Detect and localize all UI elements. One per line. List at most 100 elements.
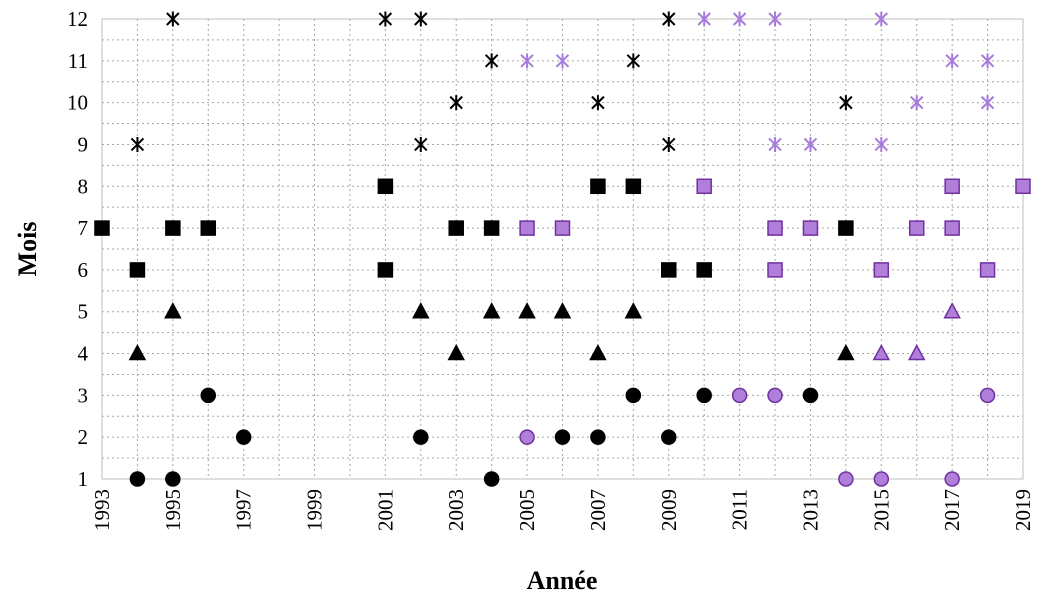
data-point-black-star — [662, 136, 676, 152]
x-axis-ticks: 1993 1995 1997 1999 2001 2003 2005 2007 2009 2011… — [90, 489, 1035, 531]
data-point-black-square — [661, 262, 677, 278]
data-point-black-star — [378, 11, 393, 27]
y-tick-label: 9 — [78, 132, 89, 156]
data-point-purple-circle — [767, 387, 783, 404]
data-point-purple-square — [767, 262, 783, 278]
data-point-purple-star — [874, 136, 889, 152]
x-tick-label: 1993 — [90, 489, 114, 531]
data-point-black-triangle — [553, 302, 572, 319]
y-tick-label: 3 — [78, 383, 89, 407]
data-point-purple-square — [519, 220, 535, 236]
y-tick-label: 5 — [78, 300, 89, 324]
x-tick-label: 2009 — [657, 489, 681, 531]
y-tick-label: 10 — [67, 91, 88, 115]
data-point-black-star — [662, 11, 676, 27]
data-point-black-square — [483, 220, 500, 236]
x-axis-title: Année — [527, 566, 598, 595]
data-point-purple-star — [768, 136, 782, 152]
data-point-black-star — [414, 136, 428, 152]
data-point-black-circle — [129, 471, 146, 487]
data-point-purple-square — [944, 178, 960, 195]
data-point-black-circle — [413, 429, 429, 445]
data-point-black-star — [449, 95, 463, 111]
data-point-black-triangle — [624, 302, 643, 319]
data-point-purple-square — [554, 220, 571, 236]
x-tick-label: 1997 — [232, 489, 256, 531]
x-tick-label: 2015 — [869, 489, 893, 531]
data-point-purple-square — [908, 220, 925, 236]
data-point-black-square — [625, 178, 642, 195]
data-point-purple-star — [768, 11, 782, 27]
data-point-purple-square — [802, 220, 819, 236]
x-tick-label: 1999 — [303, 489, 327, 531]
y-tick-label: 12 — [67, 7, 88, 31]
data-point-black-triangle — [589, 343, 607, 361]
data-point-black-star — [839, 95, 853, 111]
x-tick-label: 2005 — [515, 489, 539, 531]
data-point-black-star — [484, 53, 499, 69]
data-point-black-square — [165, 220, 181, 236]
data-point-purple-square — [696, 178, 712, 195]
data-point-purple-star — [980, 53, 995, 69]
data-point-purple-circle — [838, 471, 854, 487]
data-point-black-star — [414, 11, 428, 27]
y-tick-label: 7 — [78, 216, 89, 240]
data-point-black-square — [94, 220, 110, 236]
data-point-purple-circle — [873, 471, 890, 487]
data-point-black-triangle — [447, 343, 465, 361]
data-point-purple-triangle — [872, 343, 891, 361]
data-point-black-square — [129, 262, 146, 278]
data-point-black-circle — [200, 387, 217, 404]
data-point-purple-star — [945, 53, 959, 69]
data-point-purple-triangle — [907, 343, 926, 361]
y-tick-label: 6 — [78, 258, 89, 282]
data-point-purple-star — [803, 136, 818, 152]
grid — [102, 19, 1023, 479]
data-point-black-circle — [661, 429, 677, 445]
data-point-black-triangle — [164, 302, 182, 319]
data-point-black-circle — [625, 387, 642, 404]
data-point-purple-square — [944, 220, 960, 236]
data-point-purple-star — [874, 11, 889, 27]
x-tick-label: 2003 — [444, 489, 468, 531]
data-point-black-circle — [696, 387, 712, 404]
data-points — [94, 11, 1031, 487]
data-point-purple-star — [697, 11, 711, 27]
data-point-black-square — [838, 220, 854, 236]
data-point-purple-star — [520, 53, 534, 69]
data-point-black-square — [590, 178, 606, 195]
data-point-black-triangle — [482, 302, 501, 319]
data-point-black-square — [200, 220, 217, 236]
data-point-black-circle — [554, 429, 571, 445]
data-point-black-triangle — [412, 302, 430, 319]
data-point-black-triangle — [837, 343, 855, 361]
data-point-black-circle — [802, 387, 819, 404]
data-point-black-square — [377, 178, 394, 195]
data-point-black-star — [130, 136, 145, 152]
data-point-purple-star — [980, 95, 995, 111]
data-point-black-circle — [235, 429, 252, 445]
data-point-purple-circle — [731, 387, 748, 404]
x-tick-label: 2011 — [728, 489, 752, 530]
data-point-purple-triangle — [943, 302, 961, 319]
data-point-black-square — [377, 262, 394, 278]
x-tick-label: 1995 — [161, 489, 185, 531]
data-point-purple-square — [1015, 178, 1031, 195]
y-tick-label: 2 — [78, 425, 89, 449]
data-point-black-square — [696, 262, 712, 278]
x-tick-label: 2013 — [798, 489, 822, 531]
x-tick-label: 2019 — [1011, 489, 1035, 531]
data-point-black-star — [591, 95, 605, 111]
y-tick-label: 8 — [78, 174, 89, 198]
plot-frame — [101, 18, 1024, 480]
data-point-black-star — [626, 53, 641, 69]
data-point-black-circle — [590, 429, 606, 445]
data-point-purple-star — [732, 11, 747, 27]
x-tick-label: 2001 — [373, 489, 397, 531]
data-point-purple-square — [873, 262, 890, 278]
x-tick-label: 2017 — [940, 489, 964, 531]
data-point-purple-circle — [519, 429, 535, 445]
data-point-purple-circle — [944, 471, 960, 487]
data-point-purple-star — [910, 95, 924, 111]
